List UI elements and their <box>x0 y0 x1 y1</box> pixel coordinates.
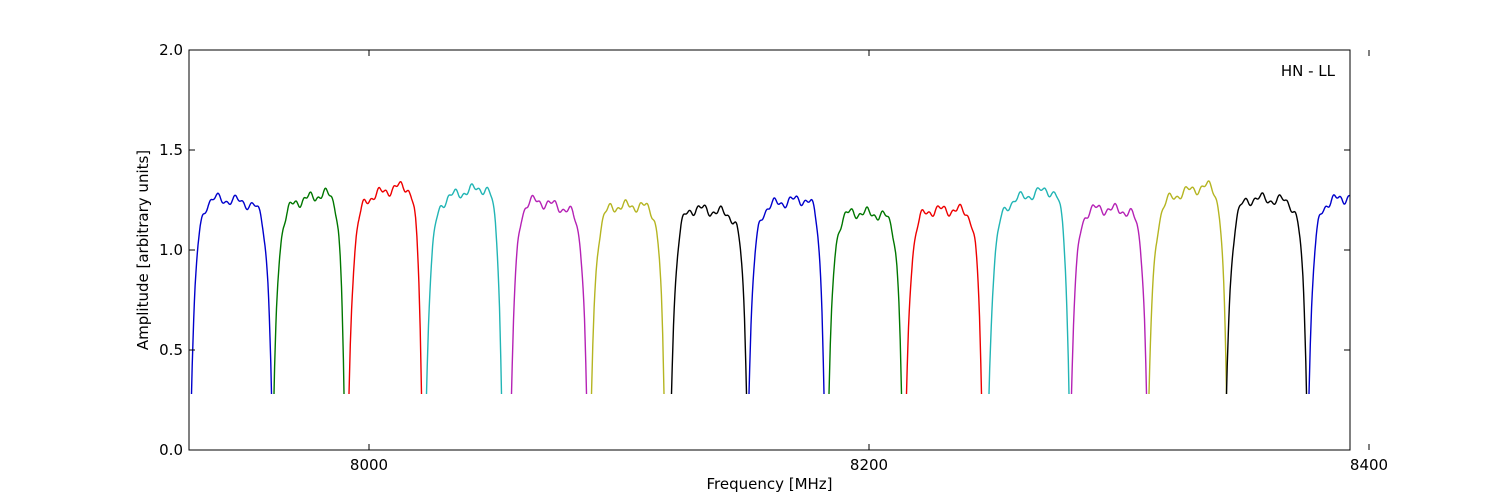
spectral-window-line <box>1225 192 1308 395</box>
spectral-window-line <box>590 199 665 395</box>
spectral-window-line <box>988 187 1070 395</box>
spectral-window-line <box>670 204 748 395</box>
panel-annotation: HN - LL <box>1281 62 1336 80</box>
spectral-window-line <box>1382 50 1472 424</box>
plot-background <box>189 50 1350 450</box>
spectral-window-line <box>273 187 345 395</box>
y-tick-label: 1.5 <box>159 141 183 159</box>
spectral-window-line <box>905 203 983 395</box>
ticks-group: 8000820084008600880090000.00.51.01.52.0 <box>159 41 1388 474</box>
x-tick-label: 8000 <box>350 456 388 474</box>
spectral-window-line <box>348 180 423 395</box>
spectral-window-line <box>1070 202 1148 395</box>
y-tick-label: 0.0 <box>159 441 183 459</box>
series-group <box>190 50 1472 424</box>
spectral-window-line <box>748 195 825 395</box>
y-tick-label: 0.5 <box>159 341 183 359</box>
spectral-window-line <box>1148 180 1228 395</box>
spectral-window-line <box>828 206 903 395</box>
x-tick-label: 8400 <box>1350 456 1388 474</box>
spectral-window-line <box>425 183 503 395</box>
y-tick-label: 1.0 <box>159 241 183 259</box>
x-axis-label: Frequency [MHz] <box>706 475 832 493</box>
y-axis-label: Amplitude [arbitrary units] <box>134 150 152 350</box>
spectral-window-line <box>190 192 273 395</box>
spectral-window-line <box>1308 194 1350 395</box>
y-tick-label: 2.0 <box>159 41 183 59</box>
spectral-window-line <box>510 194 588 395</box>
x-tick-label: 8200 <box>850 456 888 474</box>
